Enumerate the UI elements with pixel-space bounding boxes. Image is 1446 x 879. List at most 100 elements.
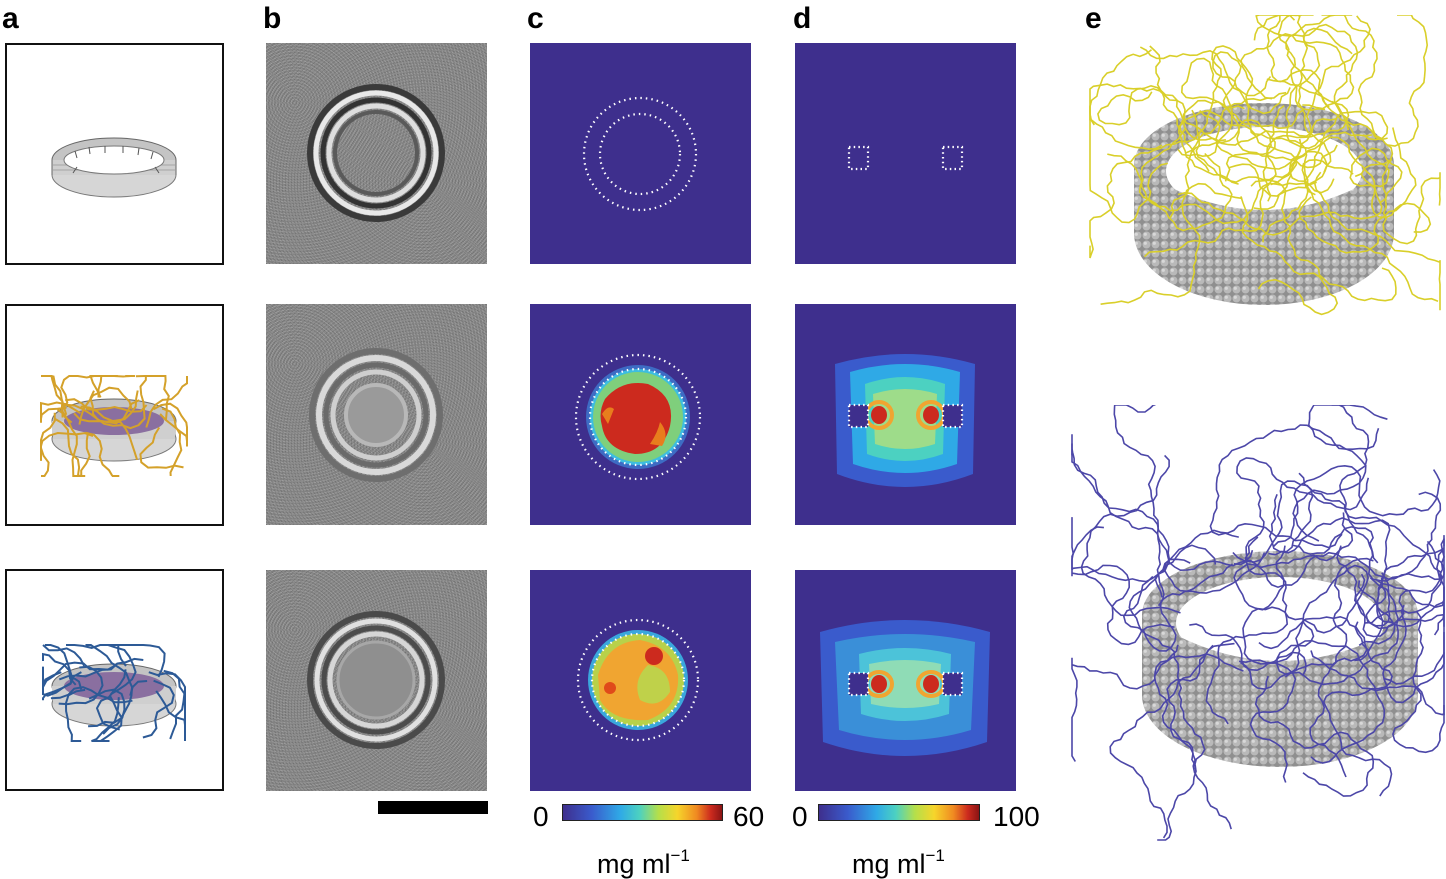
em-average-empty — [266, 43, 487, 264]
polymer-chain — [1262, 68, 1350, 202]
polymer-chain — [1236, 457, 1370, 560]
polymer-chain — [1182, 99, 1338, 169]
polymer-chain — [161, 407, 183, 477]
polymer-chain — [74, 432, 91, 477]
polymer-chain — [1301, 158, 1439, 302]
em-average-gold — [266, 304, 487, 525]
polymer-chain — [1242, 573, 1366, 676]
polymer-chain — [1272, 464, 1441, 548]
colorbar-c-max: 60 — [733, 801, 765, 832]
polymer-chain — [1209, 424, 1380, 538]
polymer-chain — [42, 644, 86, 667]
polymer-chain — [1089, 83, 1239, 185]
polymer-chain — [1322, 621, 1393, 797]
polymer-chain — [65, 398, 148, 413]
schematic-ring-gold-polymer — [5, 304, 224, 526]
panel-letter-e: e — [1085, 2, 1102, 35]
polymer-chain — [1138, 127, 1233, 232]
polymer-chain — [1381, 158, 1441, 245]
polymer-chain — [1185, 45, 1291, 154]
colorbar-d — [818, 804, 980, 821]
polymer-chain — [1089, 100, 1168, 224]
polymer-chain — [1109, 642, 1235, 839]
polymer-chain — [1163, 522, 1343, 593]
polymer-chain — [42, 652, 77, 686]
panel-letter-b: b — [263, 2, 282, 35]
density-side-empty — [795, 43, 1016, 264]
colorbar-c — [562, 804, 723, 821]
polymer-chain — [1309, 557, 1374, 778]
model-yellow-polymer — [1070, 15, 1446, 390]
polymer-chain — [1313, 171, 1441, 311]
polymer-chain — [1276, 577, 1399, 686]
polymer-chain — [148, 671, 186, 726]
polymer-chain — [1285, 15, 1353, 112]
polymer-chain — [1179, 109, 1309, 243]
polymer-chain — [1292, 405, 1367, 542]
polymer-chain — [58, 665, 104, 706]
polymer-chain — [1071, 434, 1254, 572]
polymer-chain — [85, 644, 134, 696]
polymer-chain — [1266, 15, 1330, 108]
polymer-chain — [1238, 639, 1386, 764]
colorbar-d-max: 100 — [993, 801, 1040, 832]
polymer-chain — [78, 386, 133, 425]
polymer-chain — [100, 644, 137, 696]
polymer-chain — [163, 669, 186, 740]
polymer-chain — [40, 401, 81, 423]
polymer-chain — [1113, 405, 1165, 607]
polymer-chain — [1336, 538, 1445, 638]
density-top-empty — [530, 43, 751, 264]
polymer-chain — [1304, 136, 1432, 233]
polymer-chain — [1298, 127, 1417, 254]
schematic-ring-blue-polymer — [5, 569, 224, 791]
polymer-chain — [1376, 579, 1445, 627]
polymer-chain — [1157, 644, 1214, 841]
polymer-chain — [1128, 558, 1206, 772]
polymer-chain — [1331, 100, 1403, 204]
density-top-gold — [530, 304, 751, 525]
polymer-chain — [65, 403, 146, 430]
polymer-chain — [1298, 472, 1443, 624]
polymer-chain — [1189, 623, 1297, 783]
polymer-chain — [89, 390, 140, 425]
polymer-chain — [1284, 564, 1391, 678]
polymer-chain — [1240, 196, 1339, 316]
polymer-chain — [1122, 552, 1266, 652]
polymer-chain — [1253, 15, 1332, 173]
polymer-chain — [142, 679, 175, 739]
polymer-chain — [40, 412, 56, 477]
polymer-chain — [155, 690, 186, 741]
polymer-chain — [97, 695, 123, 742]
polymer-chain — [1240, 32, 1355, 110]
polymer-chain — [1153, 653, 1244, 830]
polymer-chain — [1177, 174, 1383, 236]
polymer-chain — [1177, 57, 1245, 158]
schematic-empty-ring — [5, 43, 224, 265]
polymer-chain — [42, 671, 62, 688]
density-side-blue — [795, 570, 1016, 791]
polymer-chain — [66, 644, 127, 667]
polymer-chain — [135, 375, 170, 421]
polymer-chain — [1240, 615, 1368, 690]
polymer-chain — [1292, 491, 1442, 582]
polymer-chain — [1071, 443, 1171, 598]
polymer-chain — [50, 686, 133, 704]
polymer-chain — [1097, 84, 1210, 172]
em-average-blue — [266, 570, 487, 791]
panel-letter-d: d — [793, 2, 812, 35]
polymer-chain — [40, 431, 94, 461]
polymer-chain — [44, 644, 83, 690]
polymer-chain — [1139, 46, 1298, 186]
panel-letter-a: a — [2, 2, 19, 35]
scale-bar — [378, 801, 488, 814]
polymer-chain — [1205, 536, 1289, 725]
polymer-chain — [1080, 454, 1181, 617]
polymer-chain — [1089, 109, 1199, 259]
polymer-chain — [85, 431, 120, 477]
polymer-chain — [1071, 644, 1179, 762]
polymer-chain — [1392, 611, 1445, 754]
panel-letter-c: c — [527, 2, 544, 35]
polymer-chain — [64, 688, 86, 742]
polymer-chain — [95, 669, 127, 731]
